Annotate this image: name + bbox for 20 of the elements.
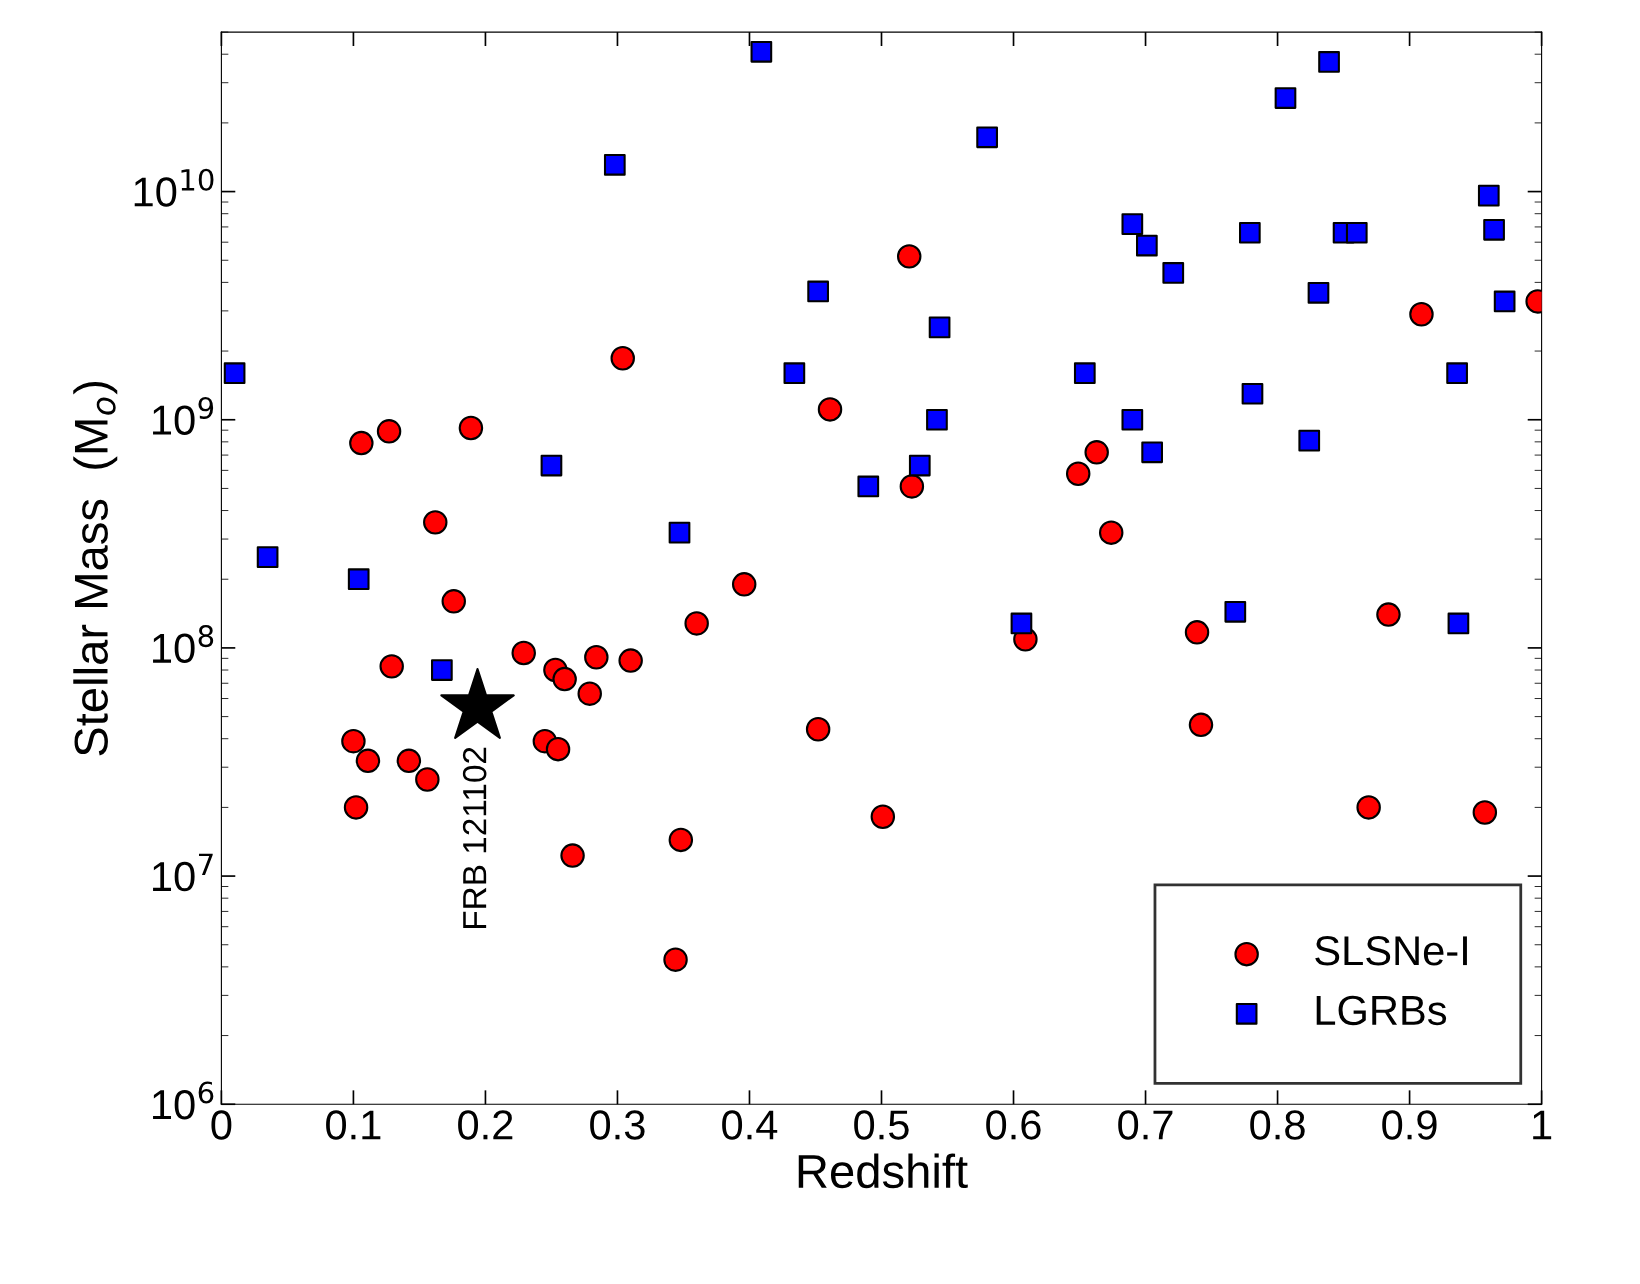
x-tick-label: 0.3 [590,1110,645,1140]
y-axis-title: Stellar Mass (M$_{o}$) [73,381,118,756]
y-tick-label: 10$^{8}$ [153,625,214,664]
annotation: FRB 121102 [462,747,487,928]
x-tick-label: 0.7 [1118,1110,1173,1140]
y-tick-label: 10$^{7}$ [153,853,213,892]
x-tick-label: 0.1 [326,1110,381,1140]
y-tick-label: 10$^{10}$ [134,168,214,207]
x-tick-label: 0.5 [854,1110,909,1140]
legend-label: LGRBs [1316,995,1447,1026]
x-tick-label: 1 [1533,1110,1552,1140]
x-tick-label: 0.2 [458,1110,513,1140]
x-tick-label: 0.6 [986,1110,1041,1140]
x-tick-label: 0.4 [722,1110,778,1140]
x-tick-label: 0 [211,1110,232,1140]
legend-label: SLSNe-I [1315,935,1467,966]
x-tick-label: 0.8 [1250,1110,1305,1140]
x-tick-label: 0.9 [1382,1110,1437,1140]
y-tick-label: 10$^{9}$ [153,396,214,435]
x-axis-title: Redshift [798,1153,968,1189]
